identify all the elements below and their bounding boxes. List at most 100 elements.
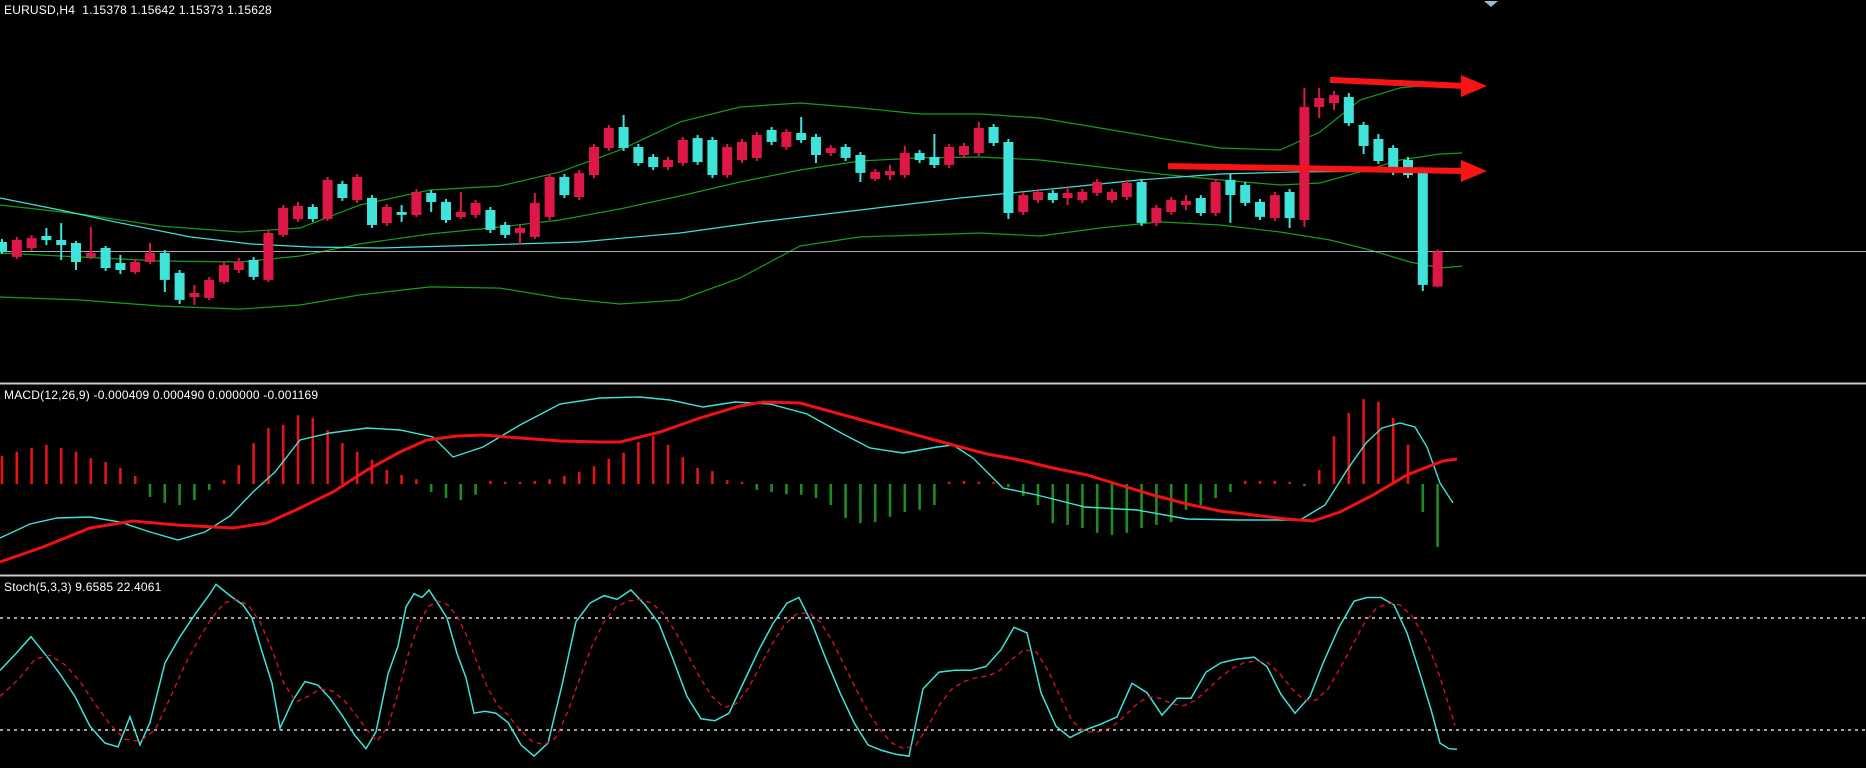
stochastic-pane[interactable] [0,583,1866,758]
candle-body [988,127,999,143]
candle-body [1181,200,1191,205]
candle-body [870,171,881,179]
candle-body [337,184,348,198]
candle-body [899,153,910,175]
candle-body [1240,185,1251,203]
candle-body [1151,207,1162,223]
candle-body [115,263,126,270]
candle-body [944,147,955,165]
candle-body [1077,192,1088,200]
candle-body [455,212,466,217]
candle-body [485,210,496,230]
macd-main-line [0,396,1454,541]
candle-body [189,293,200,298]
candle-body [914,153,925,160]
candle-body [1255,201,1265,217]
candle-body [1417,172,1428,285]
chart-shift-marker-icon[interactable] [1484,1,1498,7]
candle-body [426,193,437,202]
candle-body [41,236,52,241]
macd-signal-line [0,400,1458,564]
symbol-ohlc-label: EURUSD,H4 1.15378 1.15642 1.15373 1.1562… [4,3,272,17]
candle-body [322,179,333,219]
candle-body [1033,192,1043,200]
candle-body [411,192,422,215]
candle-body [825,148,836,153]
candle-body [973,128,984,154]
candle-body [559,177,570,196]
candle-body [1003,142,1014,213]
candle-body [56,240,67,245]
candle-body [100,248,111,268]
candle-body [1092,182,1103,193]
candle-body [1343,97,1354,124]
arrow-head [1461,159,1487,182]
candle-body [603,128,614,148]
candle-body [885,171,895,176]
trend-arrow-2 [1167,159,1487,182]
candle-body [1373,139,1384,161]
candle-body [85,253,96,257]
candle-body [515,228,525,233]
candle-body [293,206,303,219]
macd-histogram [0,399,1439,547]
candle-body [1062,193,1073,198]
candle-body [174,272,185,300]
candle-body [248,260,259,277]
stoch-indicator-label: Stoch(5,3,3) 9.6585 22.4061 [4,580,162,594]
candle-body [648,157,659,168]
candle-body [855,155,866,173]
candle-body [1166,200,1177,212]
trend-arrow-1 [1329,74,1487,97]
candle-body [840,147,851,158]
candle-body [722,147,733,175]
candle-body [529,202,540,237]
bollinger-lower-band [0,221,1463,310]
candle-body [130,262,141,272]
candle-body [692,138,703,162]
candle-body [1388,148,1399,172]
macd-pane[interactable] [0,396,1458,564]
candle-body [204,279,215,298]
candle-body [278,207,289,235]
stoch-d-line [0,598,1456,750]
candle-body [796,133,807,140]
candle-body [233,262,244,270]
candle-body [781,132,792,147]
candle-body [544,177,555,217]
candle-body [1358,125,1369,146]
candle-body [11,240,22,257]
candle-body [737,142,747,161]
candlestick-series [0,87,1443,305]
candle-body [959,146,969,155]
candle-body [663,160,673,167]
candle-body [441,201,451,220]
candle-body [263,233,274,280]
candle-body [1210,182,1221,213]
candle-body [766,129,777,142]
candle-body [811,136,821,155]
stoch-k-line [0,583,1458,758]
candle-body [1225,179,1236,195]
candle-body [1269,195,1280,219]
candle-body [1047,193,1058,200]
macd-indicator-label: MACD(12,26,9) -0.000409 0.000490 0.00000… [4,388,319,402]
candle-body [367,198,377,225]
candle-body [574,173,585,197]
candle-body [1018,195,1029,212]
candle-body [219,264,229,282]
candle-body [589,147,599,175]
candle-body [26,238,37,248]
candle-body [500,225,511,235]
candle-body [1121,183,1132,197]
candle-body [1314,98,1325,107]
candle-body [677,140,688,163]
fast-ma-line [0,169,1456,249]
candle-body [751,135,762,158]
candle-body [307,207,318,219]
main-price-pane[interactable] [0,74,1866,310]
bollinger-middle-band [0,152,1463,263]
candle-body [1284,192,1295,219]
